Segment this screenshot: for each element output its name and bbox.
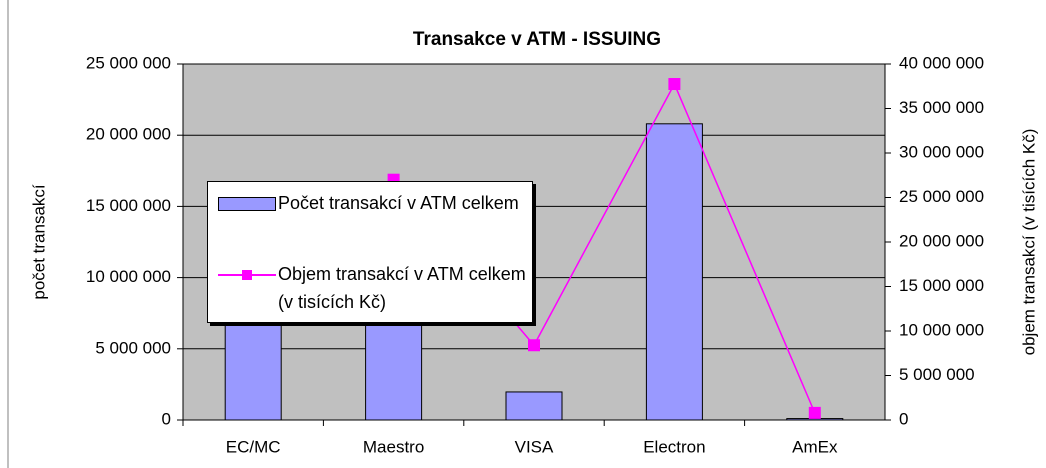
marker xyxy=(808,406,821,419)
x-tick-label: VISA xyxy=(515,437,554,456)
y-tick-label: 20 000 000 xyxy=(86,125,171,144)
y2-axis-label: objem transakcí (v tisících Kč) xyxy=(1019,129,1038,356)
y2-tick-label: 10 000 000 xyxy=(899,320,984,339)
legend-label: Objem transakcí v ATM celkem (v tisících… xyxy=(278,264,526,312)
y2-tick-label: 30 000 000 xyxy=(899,142,984,161)
x-tick-label: Electron xyxy=(643,437,705,456)
y2-tick-label: 5 000 000 xyxy=(899,365,975,384)
y-tick-label: 15 000 000 xyxy=(86,196,171,215)
marker xyxy=(528,339,540,352)
bar xyxy=(224,305,282,421)
y-axis-label: počet transakcí xyxy=(29,184,48,300)
y2-tick-label: 40 000 000 xyxy=(899,53,984,72)
y2-tick-label: 35 000 000 xyxy=(899,98,984,117)
chart-title: Transakce v ATM - ISSUING xyxy=(413,29,661,50)
bar xyxy=(505,391,563,421)
y-tick-label: 5 000 000 xyxy=(95,338,171,357)
x-tick-label: Maestro xyxy=(363,437,424,456)
marker xyxy=(668,78,681,91)
legend: Počet transakcí v ATM celkem Objem trans… xyxy=(207,181,533,323)
y2-tick-label: 20 000 000 xyxy=(899,231,984,250)
x-tick-label: AmEx xyxy=(792,437,838,456)
x-tick-label: EC/MC xyxy=(226,437,281,456)
legend-marker xyxy=(242,270,252,280)
legend-label: Počet transakcí v ATM celkem xyxy=(278,193,519,213)
y2-tick-label: 15 000 000 xyxy=(899,276,984,295)
y2-tick-label: 25 000 000 xyxy=(899,187,984,206)
bar xyxy=(645,123,703,421)
legend-swatch xyxy=(218,197,276,211)
y-tick-label: 25 000 000 xyxy=(86,53,171,72)
y-tick-label: 10 000 000 xyxy=(86,267,171,286)
y2-tick-label: 0 xyxy=(899,409,908,428)
y-tick-label: 0 xyxy=(162,409,171,428)
